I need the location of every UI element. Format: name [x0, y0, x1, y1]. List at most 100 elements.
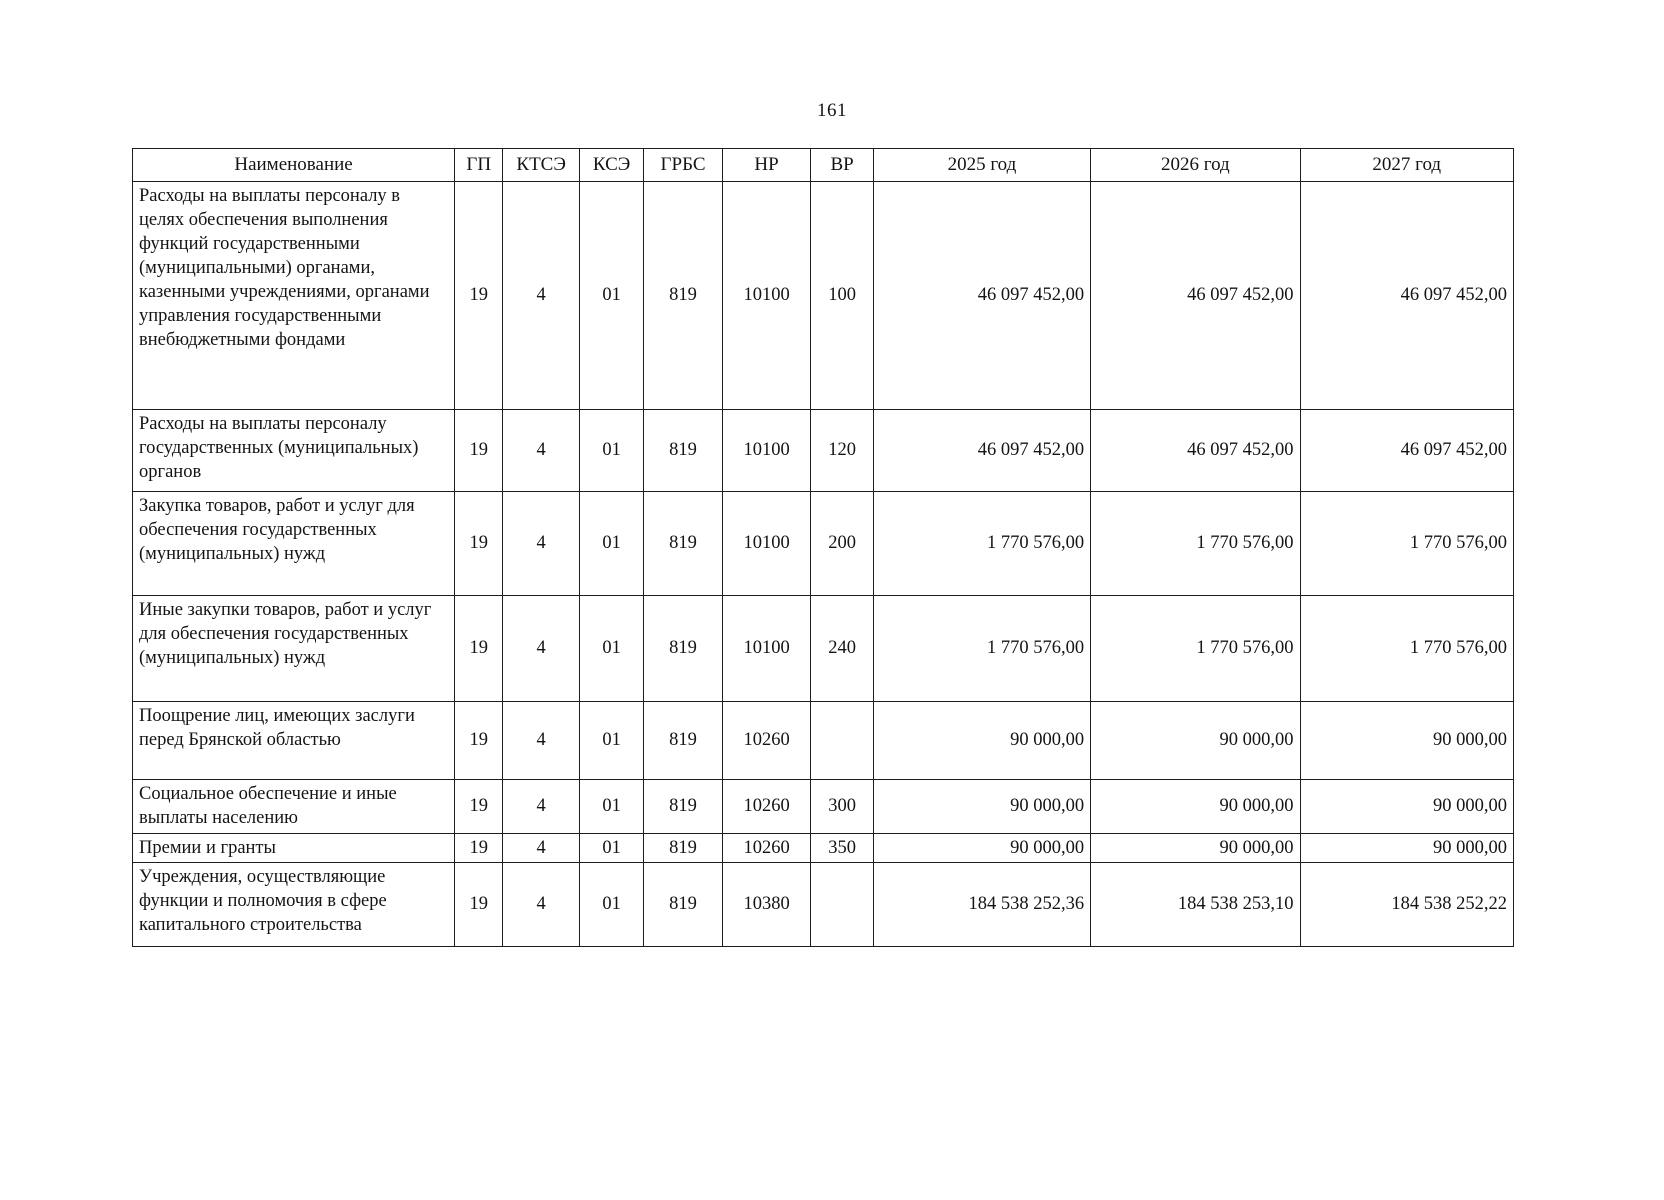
cell-year-2025: 90 000,00 [872, 779, 1092, 834]
cell-year-2026: 90 000,00 [1090, 701, 1301, 780]
cell-name: Расходы на выплаты персоналу в целях обе… [131, 181, 456, 410]
cell-gp: 19 [454, 409, 504, 492]
cell-year-2025: 1 770 576,00 [872, 491, 1092, 596]
cell-nr: 10100 [721, 491, 812, 596]
cell-nr: 10100 [721, 181, 812, 410]
cell-year-2027: 46 097 452,00 [1299, 181, 1515, 410]
cell-gp: 19 [454, 701, 504, 780]
cell-vr: 200 [810, 491, 874, 596]
cell-ktse: 4 [502, 701, 580, 780]
cell-vr: 300 [810, 779, 874, 834]
cell-year-2026: 1 770 576,00 [1090, 491, 1301, 596]
cell-year-2026: 46 097 452,00 [1090, 409, 1301, 492]
cell-vr: 100 [810, 181, 874, 410]
col-header-2026: 2026 год [1090, 148, 1301, 182]
cell-year-2027: 184 538 252,22 [1299, 862, 1515, 948]
cell-name: Премии и гранты [131, 832, 456, 864]
cell-year-2027: 46 097 452,00 [1299, 409, 1515, 492]
cell-nr: 10100 [721, 409, 812, 492]
cell-name: Учреждения, осуществляющие функции и пол… [131, 862, 456, 948]
cell-kse: 01 [578, 862, 645, 948]
cell-year-2026: 90 000,00 [1090, 832, 1301, 864]
table-row: Поощрение лиц, имеющих заслуги перед Бря… [131, 701, 1515, 780]
cell-nr: 10100 [721, 595, 812, 702]
cell-name: Поощрение лиц, имеющих заслуги перед Бря… [131, 701, 456, 780]
cell-gp: 19 [454, 862, 504, 948]
col-header-kse: КСЭ [578, 148, 645, 182]
cell-ktse: 4 [502, 862, 580, 948]
cell-nr: 10260 [721, 832, 812, 864]
cell-ktse: 4 [502, 491, 580, 596]
cell-year-2027: 1 770 576,00 [1299, 491, 1515, 596]
cell-gp: 19 [454, 491, 504, 596]
cell-year-2026: 46 097 452,00 [1090, 181, 1301, 410]
cell-nr: 10380 [721, 862, 812, 948]
table-row: Расходы на выплаты персоналу в целях обе… [131, 181, 1515, 410]
cell-year-2026: 90 000,00 [1090, 779, 1301, 834]
page-number: 161 [817, 100, 847, 121]
cell-grbs: 819 [643, 491, 723, 596]
cell-kse: 01 [578, 595, 645, 702]
cell-vr: 240 [810, 595, 874, 702]
cell-grbs: 819 [643, 862, 723, 948]
col-header-nr: НР [721, 148, 812, 182]
table-row: Учреждения, осуществляющие функции и пол… [131, 862, 1515, 948]
cell-grbs: 819 [643, 409, 723, 492]
cell-kse: 01 [578, 409, 645, 492]
cell-gp: 19 [454, 595, 504, 702]
budget-expenditure-table: Наименование ГП КТСЭ КСЭ ГРБС НР ВР 2025… [131, 148, 1515, 948]
table-row: Премии и гранты 19 4 01 819 10260 350 90… [131, 832, 1515, 864]
cell-grbs: 819 [643, 832, 723, 864]
cell-year-2027: 90 000,00 [1299, 779, 1515, 834]
cell-vr [810, 862, 874, 948]
cell-ktse: 4 [502, 832, 580, 864]
col-header-gp: ГП [454, 148, 504, 182]
cell-year-2025: 46 097 452,00 [872, 181, 1092, 410]
cell-gp: 19 [454, 779, 504, 834]
cell-ktse: 4 [502, 779, 580, 834]
cell-ktse: 4 [502, 409, 580, 492]
cell-name: Закупка товаров, работ и услуг для обесп… [131, 491, 456, 596]
cell-ktse: 4 [502, 595, 580, 702]
cell-vr: 120 [810, 409, 874, 492]
cell-year-2027: 90 000,00 [1299, 701, 1515, 780]
cell-gp: 19 [454, 832, 504, 864]
cell-name: Расходы на выплаты персоналу государстве… [131, 409, 456, 492]
cell-grbs: 819 [643, 181, 723, 410]
cell-grbs: 819 [643, 701, 723, 780]
col-header-2027: 2027 год [1299, 148, 1515, 182]
cell-grbs: 819 [643, 779, 723, 834]
cell-vr: 350 [810, 832, 874, 864]
cell-name: Социальное обеспечение и иные выплаты на… [131, 779, 456, 834]
cell-vr [810, 701, 874, 780]
table-row: Иные закупки товаров, работ и услуг для … [131, 595, 1515, 702]
col-header-name: Наименование [131, 148, 456, 182]
cell-nr: 10260 [721, 701, 812, 780]
cell-gp: 19 [454, 181, 504, 410]
col-header-ktse: КТСЭ [502, 148, 580, 182]
col-header-vr: ВР [810, 148, 874, 182]
cell-year-2027: 90 000,00 [1299, 832, 1515, 864]
cell-kse: 01 [578, 832, 645, 864]
cell-nr: 10260 [721, 779, 812, 834]
cell-kse: 01 [578, 779, 645, 834]
cell-kse: 01 [578, 491, 645, 596]
col-header-2025: 2025 год [872, 148, 1092, 182]
col-header-grbs: ГРБС [643, 148, 723, 182]
cell-kse: 01 [578, 181, 645, 410]
cell-ktse: 4 [502, 181, 580, 410]
cell-year-2025: 46 097 452,00 [872, 409, 1092, 492]
cell-grbs: 819 [643, 595, 723, 702]
cell-year-2027: 1 770 576,00 [1299, 595, 1515, 702]
cell-year-2026: 184 538 253,10 [1090, 862, 1301, 948]
table-row: Социальное обеспечение и иные выплаты на… [131, 779, 1515, 834]
cell-year-2026: 1 770 576,00 [1090, 595, 1301, 702]
cell-year-2025: 184 538 252,36 [872, 862, 1092, 948]
cell-year-2025: 90 000,00 [872, 701, 1092, 780]
table-row: Расходы на выплаты персоналу государстве… [131, 409, 1515, 492]
cell-year-2025: 1 770 576,00 [872, 595, 1092, 702]
table-header-row: Наименование ГП КТСЭ КСЭ ГРБС НР ВР 2025… [131, 148, 1515, 182]
table-row: Закупка товаров, работ и услуг для обесп… [131, 491, 1515, 596]
cell-year-2025: 90 000,00 [872, 832, 1092, 864]
